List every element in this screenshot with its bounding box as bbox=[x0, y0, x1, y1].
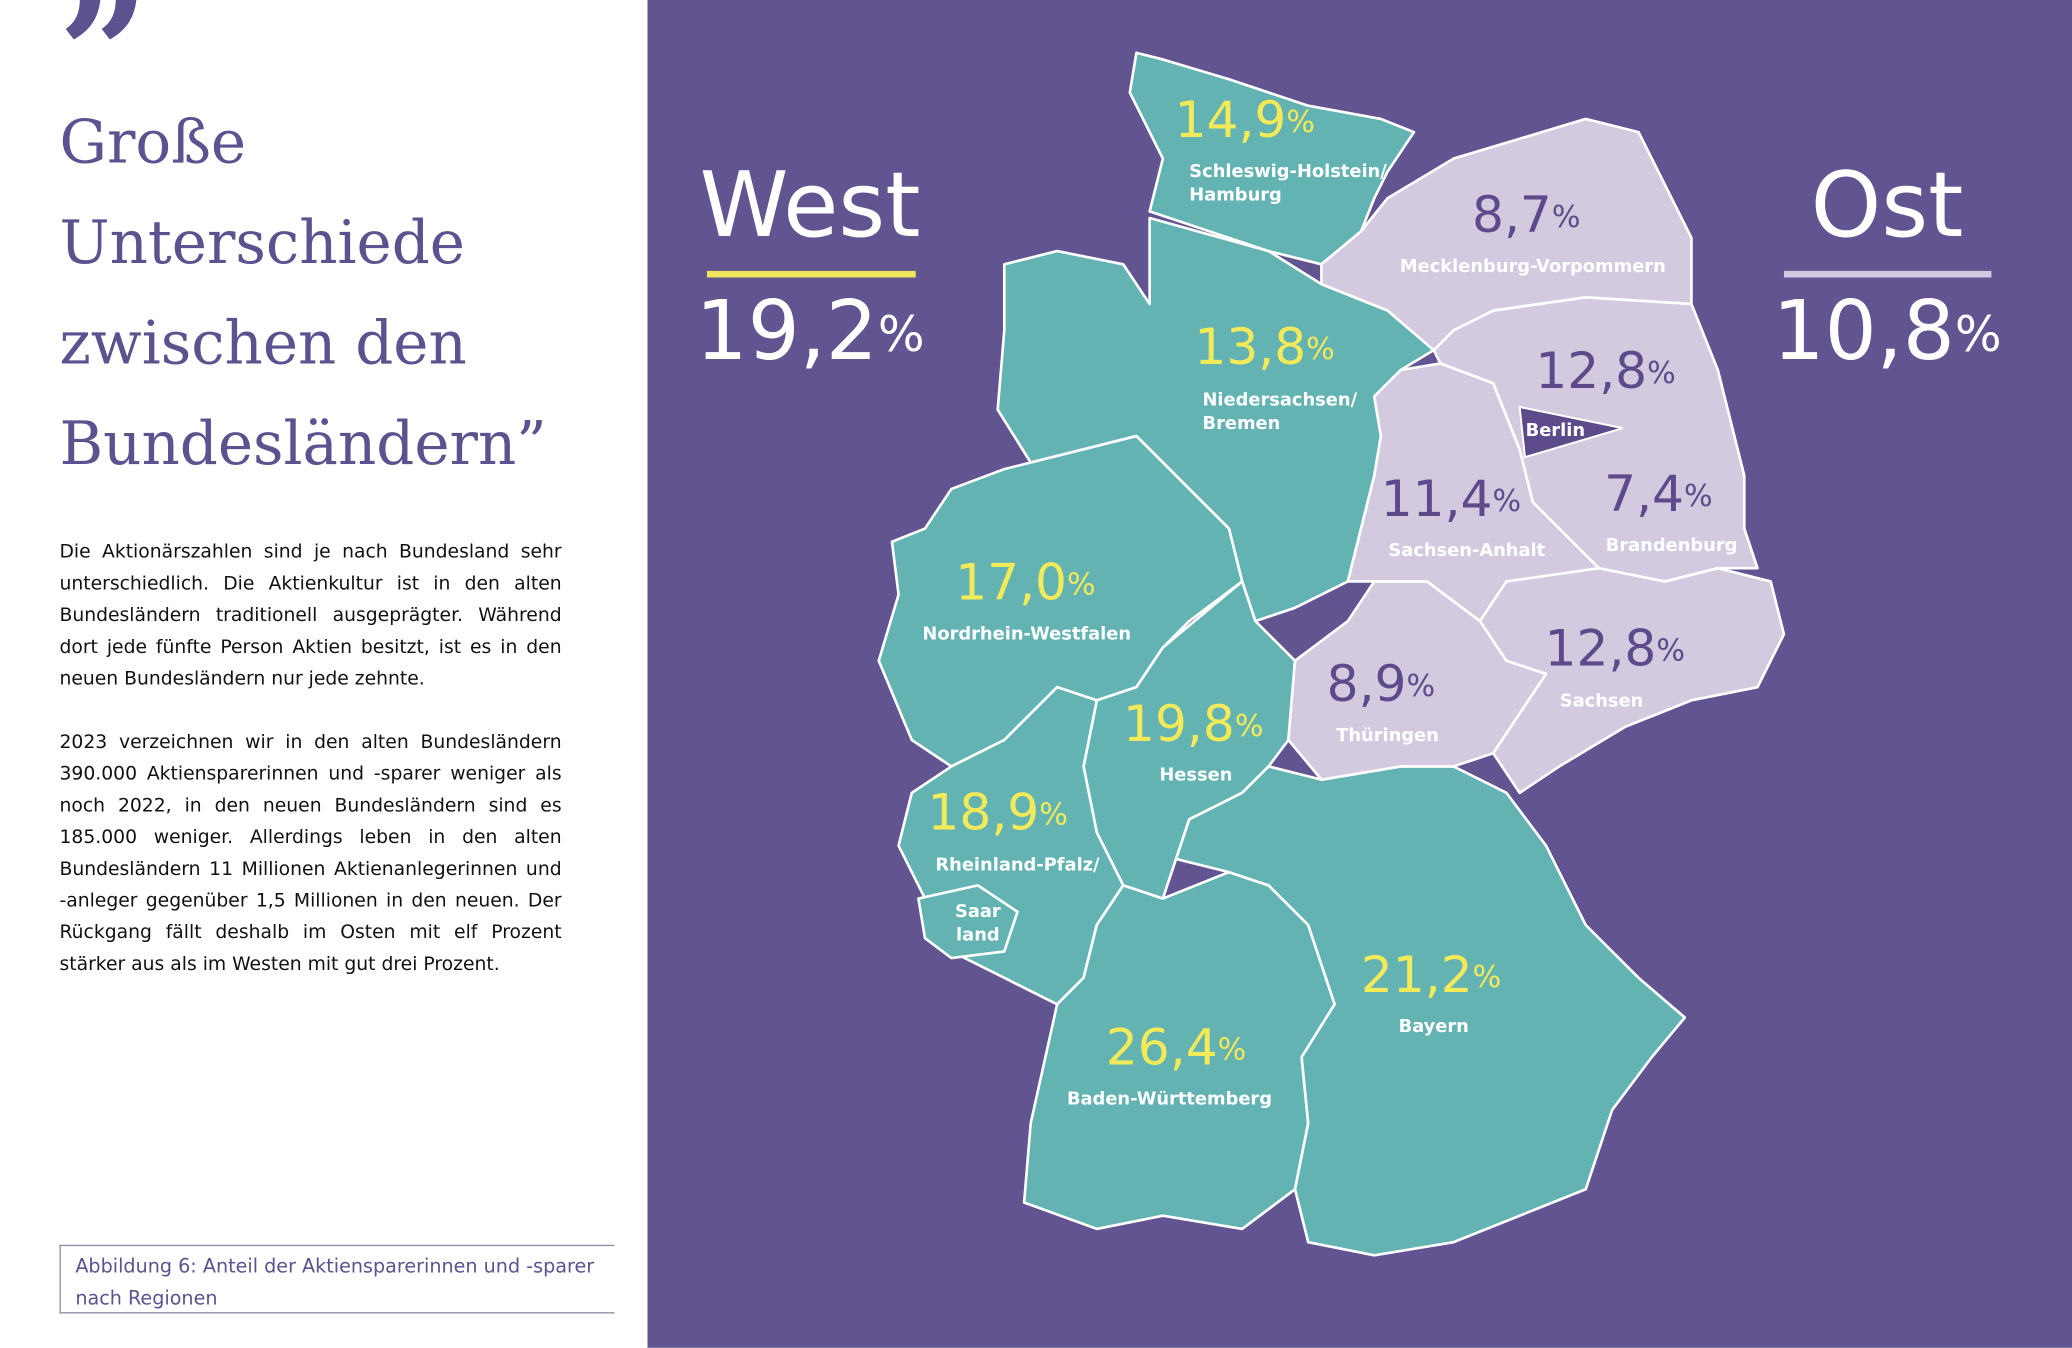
region-value: 11,4% bbox=[1381, 469, 1521, 528]
map bbox=[877, 51, 1786, 1257]
value: 19,8 bbox=[1123, 693, 1235, 752]
value: 12,8 bbox=[1535, 340, 1647, 399]
value: 11,4 bbox=[1381, 469, 1493, 528]
unit: % bbox=[1955, 304, 2002, 362]
region-value: 13,8% bbox=[1194, 317, 1334, 376]
value: 8,7 bbox=[1472, 185, 1552, 244]
title-line: Unterschiede bbox=[59, 207, 465, 278]
value: 12,8 bbox=[1545, 618, 1657, 677]
value: 21,2 bbox=[1361, 944, 1473, 1003]
unit: % bbox=[1067, 567, 1096, 602]
unit: % bbox=[878, 304, 925, 362]
region-name: land bbox=[956, 925, 1000, 946]
region-value: 19,8% bbox=[1123, 693, 1263, 752]
unit: % bbox=[1286, 104, 1315, 139]
title-line: Große bbox=[59, 107, 247, 178]
group-value: 19,2% bbox=[695, 284, 924, 379]
region-name: Saar bbox=[955, 901, 1001, 922]
region-value: 18,9% bbox=[927, 782, 1067, 841]
region-name: Bayern bbox=[1399, 1016, 1469, 1037]
region-name: Sachsen-Anhalt bbox=[1388, 540, 1545, 561]
unit: % bbox=[1473, 959, 1502, 994]
unit: % bbox=[1235, 708, 1264, 743]
paragraph: Die Aktionärszahlen sind je nach Bundesl… bbox=[59, 541, 562, 690]
region-name: Niedersachsen/ bbox=[1203, 389, 1358, 410]
value: 14,9 bbox=[1175, 89, 1287, 148]
value: 19,2 bbox=[695, 284, 877, 379]
value: 8,9 bbox=[1327, 654, 1407, 713]
region-mv bbox=[1320, 117, 1693, 352]
unit: % bbox=[1407, 669, 1436, 704]
region-value: 21,2% bbox=[1361, 944, 1501, 1003]
unit: % bbox=[1656, 633, 1685, 668]
berlin-flag bbox=[1518, 405, 1623, 459]
region-value: 14,9% bbox=[1175, 89, 1315, 148]
unit: % bbox=[1552, 200, 1581, 235]
value: 10,8 bbox=[1772, 284, 1954, 379]
unit: % bbox=[1218, 1032, 1247, 1067]
text-panel: ” Große Unterschiede zwischen den Bundes… bbox=[0, 0, 648, 1348]
region-name: Baden-Württemberg bbox=[1067, 1088, 1272, 1109]
unit: % bbox=[1306, 332, 1335, 367]
ost-underline bbox=[1783, 270, 1992, 278]
unit: % bbox=[1039, 797, 1068, 832]
region-name: Bremen bbox=[1203, 413, 1281, 434]
caption: Abbildung 6: Anteil der Aktiensparerinne… bbox=[59, 1244, 615, 1314]
unit: % bbox=[1493, 484, 1522, 519]
unit: % bbox=[1647, 355, 1676, 390]
title-line: zwischen den bbox=[59, 307, 467, 378]
region-value: 12,8% bbox=[1535, 340, 1675, 399]
region-name: Rheinland-Pfalz/ bbox=[935, 855, 1100, 876]
quote-mark: ” bbox=[58, 0, 150, 149]
region-name: Nordrhein-Westfalen bbox=[922, 623, 1131, 644]
region-sl bbox=[917, 884, 1019, 960]
group-value: 10,8% bbox=[1772, 284, 2001, 379]
value: 18,9 bbox=[927, 782, 1039, 841]
value: 17,0 bbox=[955, 552, 1067, 611]
value: 26,4 bbox=[1106, 1017, 1218, 1076]
region-name: Hessen bbox=[1159, 765, 1232, 786]
region-name: Mecklenburg-Vorpommern bbox=[1400, 256, 1666, 277]
value: 13,8 bbox=[1194, 317, 1306, 376]
region-name: Brandenburg bbox=[1606, 535, 1738, 556]
value: 7,4 bbox=[1604, 463, 1684, 522]
group-label: West bbox=[700, 154, 921, 258]
title-line: Bundesländern” bbox=[59, 408, 547, 479]
region-name: Thüringen bbox=[1336, 725, 1439, 746]
region-name: Berlin bbox=[1526, 420, 1585, 441]
region-value: 8,9% bbox=[1327, 654, 1435, 713]
region-value: 26,4% bbox=[1106, 1017, 1246, 1076]
group-label: Ost bbox=[1811, 154, 1964, 258]
unit: % bbox=[1684, 478, 1713, 513]
region-name: Sachsen bbox=[1560, 691, 1644, 712]
region-nrw bbox=[877, 434, 1244, 768]
region-name: Hamburg bbox=[1189, 185, 1282, 206]
region-value: 17,0% bbox=[955, 552, 1095, 611]
paragraph: 2023 verzeichnen wir in den alten Bundes… bbox=[59, 732, 562, 976]
title: Große Unterschiede zwischen den Bundeslä… bbox=[59, 93, 546, 495]
west-underline bbox=[706, 270, 916, 278]
region-name: Schleswig-Holstein/ bbox=[1189, 161, 1387, 182]
region-value: 8,7% bbox=[1472, 185, 1580, 244]
region-value: 12,8% bbox=[1545, 618, 1685, 677]
region-value: 7,4% bbox=[1604, 463, 1712, 522]
